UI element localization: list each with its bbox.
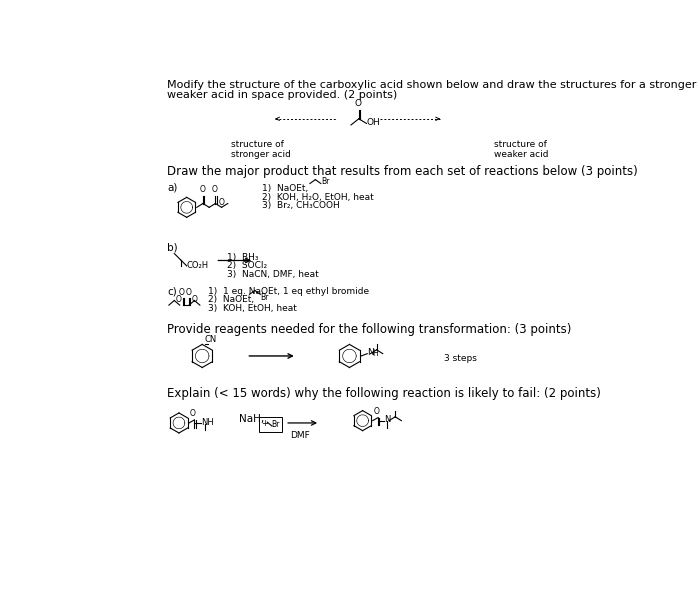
Text: 1)  BH₃: 1) BH₃ (227, 253, 258, 262)
Text: O: O (190, 410, 196, 418)
Text: NaH,: NaH, (239, 414, 264, 424)
Text: OH: OH (367, 118, 380, 127)
Text: CO₂H: CO₂H (187, 261, 209, 270)
Text: 3 steps: 3 steps (444, 354, 477, 362)
Text: O: O (186, 287, 191, 296)
Text: +: + (261, 419, 268, 428)
Text: O: O (176, 295, 182, 304)
Text: a): a) (167, 183, 178, 193)
Text: Draw the major product that results from each set of reactions below (3 points): Draw the major product that results from… (167, 165, 638, 178)
Text: 2)  SOCl₂: 2) SOCl₂ (227, 261, 267, 270)
Text: c): c) (167, 287, 177, 296)
Text: NH: NH (201, 417, 214, 427)
Text: O: O (179, 287, 185, 296)
Text: structure of
stronger acid: structure of stronger acid (231, 140, 290, 159)
Text: 2)  NaOEt,: 2) NaOEt, (208, 295, 253, 304)
Text: Br: Br (271, 420, 279, 429)
Text: N: N (368, 348, 374, 356)
Text: b): b) (167, 242, 178, 252)
Text: Br: Br (260, 293, 269, 302)
Text: 3)  NaCN, DMF, heat: 3) NaCN, DMF, heat (227, 270, 318, 279)
Text: 3)  Br₂, CH₃COOH: 3) Br₂, CH₃COOH (262, 201, 340, 210)
Text: 1)  1 eq. NaOEt, 1 eq ethyl bromide: 1) 1 eq. NaOEt, 1 eq ethyl bromide (208, 287, 369, 296)
Text: O: O (199, 185, 205, 194)
Text: 1)  NaOEt,: 1) NaOEt, (262, 185, 308, 193)
Text: 2)  KOH, H₂O, EtOH, heat: 2) KOH, H₂O, EtOH, heat (262, 193, 374, 201)
Text: O: O (211, 185, 218, 194)
Text: structure of
weaker acid: structure of weaker acid (494, 140, 549, 159)
Text: O: O (192, 295, 197, 304)
Text: O: O (374, 407, 379, 416)
Text: 3)  KOH, EtOH, heat: 3) KOH, EtOH, heat (208, 304, 297, 313)
Text: CN: CN (204, 335, 217, 344)
Text: N: N (384, 416, 391, 424)
Text: Provide reagents needed for the following transformation: (3 points): Provide reagents needed for the followin… (167, 323, 572, 336)
Text: Br: Br (321, 177, 329, 186)
Text: Modify the structure of the carboxylic acid shown below and draw the structures : Modify the structure of the carboxylic a… (167, 80, 700, 90)
Text: DMF: DMF (290, 431, 309, 440)
Text: O: O (218, 198, 225, 206)
Text: Explain (< 15 words) why the following reaction is likely to fail: (2 points): Explain (< 15 words) why the following r… (167, 387, 601, 400)
Text: O: O (354, 99, 361, 108)
Text: H: H (372, 349, 378, 358)
Text: weaker acid in space provided. (2 points): weaker acid in space provided. (2 points… (167, 90, 398, 100)
